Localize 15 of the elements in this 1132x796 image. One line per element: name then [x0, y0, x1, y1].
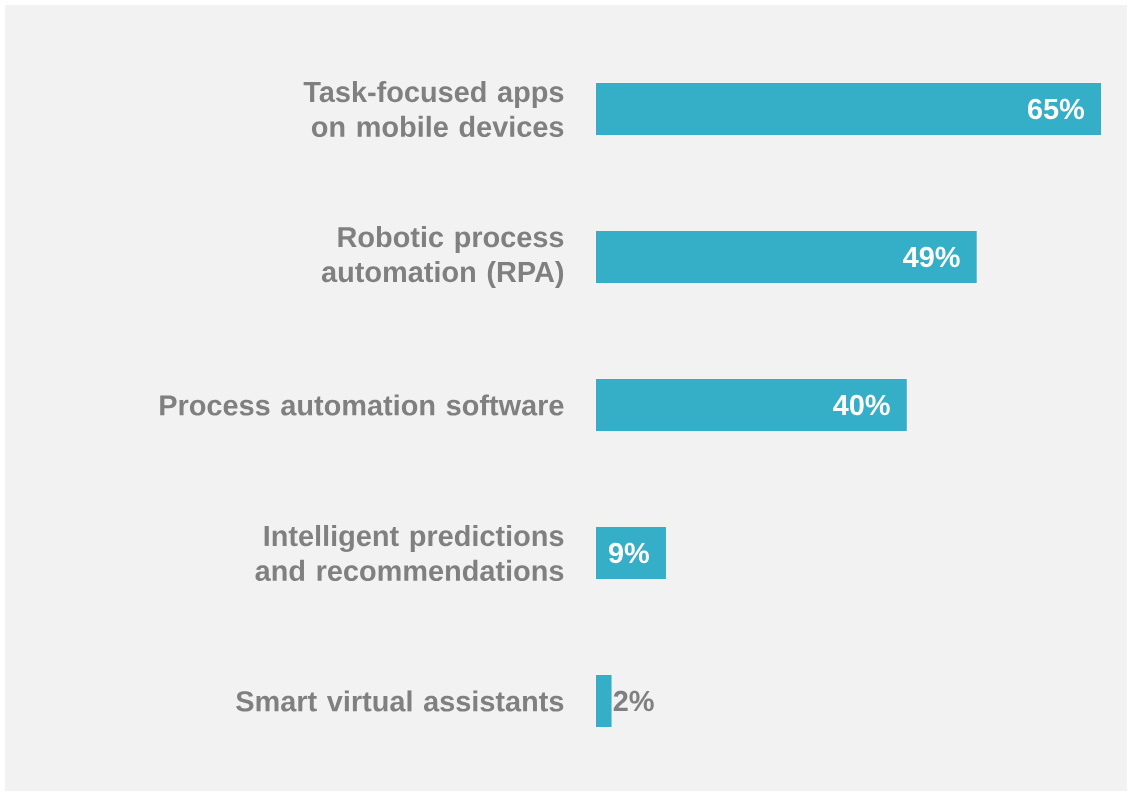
y-tick-label: Smart virtual assistants [236, 690, 564, 712]
data-label: 65% [1028, 98, 1085, 120]
data-label: 49% [903, 246, 960, 268]
y-tick-label: Intelligent predictions and recommendations [255, 524, 564, 582]
bar [596, 231, 977, 283]
y-tick-label: Robotic process automation (RPA) [321, 226, 564, 288]
data-label: 9% [608, 542, 649, 564]
bar [596, 83, 1101, 135]
y-tick-label: Task-focused apps on mobile devices [303, 80, 564, 138]
data-label: 2% [613, 690, 654, 712]
data-label: 40% [833, 394, 890, 416]
bar [596, 527, 666, 580]
y-tick-label: Process automation software [160, 394, 564, 416]
bar [596, 379, 907, 431]
bar [596, 675, 612, 728]
